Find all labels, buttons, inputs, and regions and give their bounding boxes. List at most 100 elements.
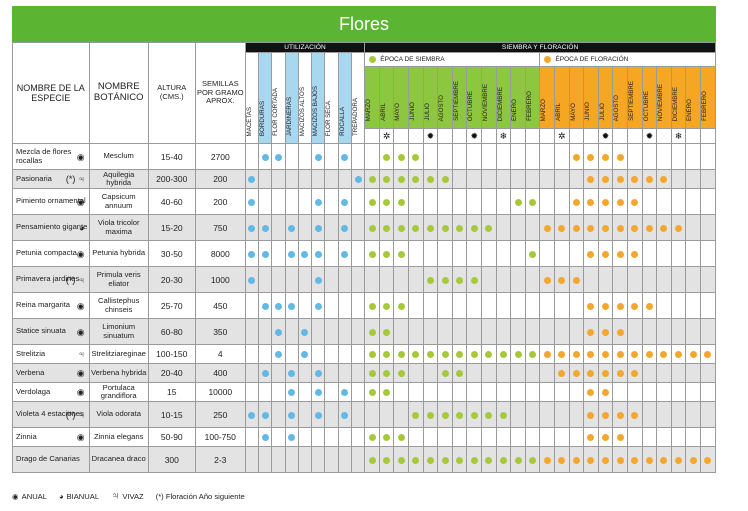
use-cell [311,363,326,383]
flower-cell [612,318,628,345]
sow-cell [481,363,497,383]
flower-cell [641,240,658,267]
flower-cell [699,401,717,428]
flower-dot [587,224,595,232]
use-cell [244,318,260,345]
flower-cell [612,344,628,364]
annual-icon: ◉ [12,491,19,501]
sow-dot [514,351,522,358]
flower-cell [612,363,628,383]
sow-cell [481,143,497,170]
use-dot [288,389,296,396]
use-cell [311,427,326,447]
flower-cell [597,446,614,473]
flower-dot [558,370,566,377]
sow-dot [441,224,449,232]
height-value: 60-80 [147,318,196,345]
sow-cell [408,266,424,293]
use-header-1: BORDURAS [258,52,273,144]
sow-cell [466,401,483,428]
species-name: Violeta 4 estaciones (*) ♃ [12,401,90,428]
use-cell [350,344,366,364]
month-label: OCTUBRE [467,90,475,121]
month-label: ABRIL [555,103,562,121]
flower-dot [645,302,653,310]
sow-cell [466,318,483,345]
season-symbol [451,128,468,144]
use-dot [248,176,256,183]
flower-dot [616,176,624,183]
flower-cell [568,214,585,241]
botanical-name: Viola tricolor maxima [88,214,149,241]
sow-cell [451,214,468,241]
seeds-value: 2-3 [194,446,246,473]
sow-cell [422,344,439,364]
flower-cell [626,214,643,241]
flower-cell [656,363,672,383]
use-cell [284,363,299,383]
use-cell [284,292,299,319]
use-cell [324,344,339,364]
flower-cell [597,427,614,447]
sow-cell [408,143,424,170]
sow-cell [364,318,380,345]
flower-month-9: DICIEMBRE [670,66,687,129]
flower-month-8: NOVIEMBRE [656,66,672,129]
sow-dot [499,456,507,464]
use-cell [271,382,286,402]
flower-cell [539,169,555,189]
sow-cell [378,363,395,383]
flower-month-11: FEBRERO [699,66,717,129]
flower-cell [583,427,599,447]
use-cell [350,382,366,402]
legend-bianual: ◕ BIANUAL [58,491,100,501]
species-name-text: Pensamiento gigante [16,222,88,232]
month-label: SEPTIEMBRE [627,81,635,121]
flower-cell [597,292,614,319]
sow-cell [393,401,410,428]
flower-cell [685,446,701,473]
flower-cell [583,214,599,241]
flower-cell [597,344,614,364]
use-dot [248,224,256,232]
flower-cell [597,214,614,241]
sow-month-10: ENERO [510,66,526,129]
flower-dot [558,456,566,464]
table-row: Pensamiento gigante ◕ Viola tricolor maxim… [12,214,717,241]
use-cell [244,427,260,447]
flower-cell [554,382,570,402]
legend-floracion: ÉPOCA DE FLORACIÓN [539,52,716,67]
sow-dot [412,224,420,232]
species-name: Drago de Canarias [12,446,90,473]
use-cell [271,214,286,241]
sow-cell [378,214,395,241]
botanical-name: Viola odorata [88,401,149,428]
sow-dot [383,351,391,358]
season-symbol: ✲ [554,128,570,144]
use-label: MACETAS [245,106,253,136]
sow-dot [529,456,537,464]
flower-cell [626,363,643,383]
species-name-text: Pimiento ornamental [16,196,86,206]
flower-cell [597,240,614,267]
use-cell [350,427,366,447]
use-cell [284,446,299,473]
flower-cell [670,401,687,428]
sow-cell [466,427,483,447]
flower-cell [568,292,585,319]
use-cell [284,266,299,293]
sow-cell [524,427,541,447]
sow-dot [368,250,376,258]
flower-cell [685,401,701,428]
month-label: ENERO [686,98,694,121]
flower-dot [616,198,624,206]
season-symbol: ✹ [641,128,658,144]
flower-cell [641,143,658,170]
sow-cell [393,292,410,319]
sow-cell [451,143,468,170]
flower-cell [670,382,687,402]
use-cell [311,240,326,267]
flower-cell [699,427,717,447]
sow-cell [378,401,395,428]
flower-month-6: SEPTIEMBRE [626,66,643,129]
